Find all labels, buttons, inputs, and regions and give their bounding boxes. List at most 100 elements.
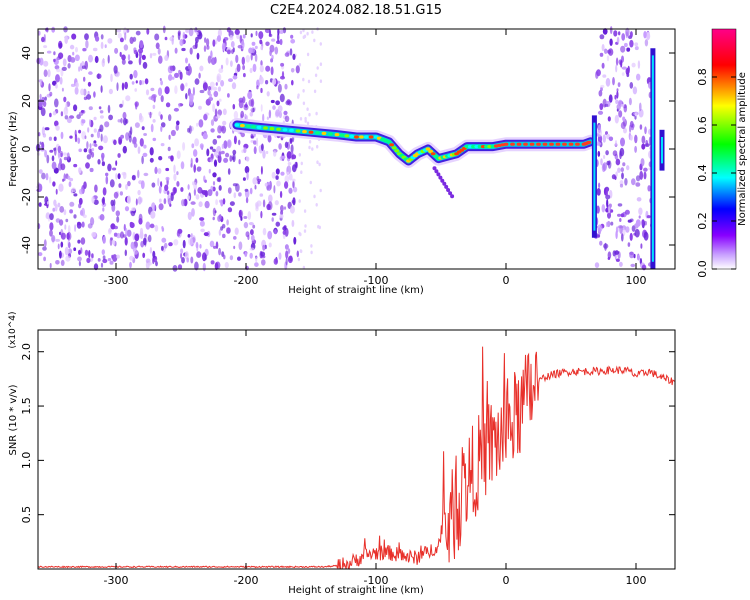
noise-mark bbox=[51, 161, 57, 170]
noise-mark bbox=[624, 42, 628, 48]
noise-mark bbox=[609, 26, 613, 35]
noise-mark bbox=[640, 158, 645, 167]
noise-mark bbox=[113, 139, 117, 146]
noise-mark bbox=[60, 259, 65, 266]
noise-mark bbox=[212, 103, 216, 112]
noise-mark bbox=[41, 172, 46, 180]
noise-mark bbox=[213, 90, 219, 98]
noise-mark bbox=[84, 33, 89, 41]
noise-mark bbox=[216, 75, 220, 83]
noise-mark bbox=[620, 60, 623, 68]
noise-mark bbox=[280, 75, 285, 80]
noise-mark bbox=[206, 38, 210, 47]
noise-mark bbox=[164, 86, 170, 95]
noise-mark bbox=[284, 244, 289, 250]
snr-panel: -300 -200 -100 0 100 0.5 1.0 1.5 2.0 Height of … bbox=[8, 311, 676, 596]
noise-mark bbox=[88, 71, 93, 75]
y-tick-label: 0 bbox=[20, 146, 33, 153]
noise-mark bbox=[105, 175, 109, 185]
noise-mark bbox=[113, 232, 118, 237]
noise-mark bbox=[288, 187, 293, 194]
noise-mark bbox=[262, 113, 265, 123]
noise-mark bbox=[243, 104, 249, 111]
noise-mark bbox=[306, 107, 309, 111]
noise-mark bbox=[177, 264, 183, 270]
noise-mark bbox=[187, 211, 192, 221]
noise-mark bbox=[199, 166, 202, 171]
noise-mark bbox=[187, 195, 191, 200]
noise-mark bbox=[112, 254, 118, 262]
noise-mark bbox=[238, 139, 241, 146]
noise-mark bbox=[207, 189, 213, 197]
noise-mark bbox=[49, 263, 52, 269]
noise-mark bbox=[117, 32, 122, 39]
noise-mark bbox=[125, 95, 131, 102]
noise-mark bbox=[279, 30, 284, 34]
noise-mark bbox=[80, 88, 85, 96]
signal-core bbox=[430, 152, 436, 156]
noise-mark bbox=[273, 258, 278, 265]
noise-mark bbox=[102, 135, 108, 144]
noise-mark bbox=[212, 181, 216, 186]
noise-mark bbox=[225, 57, 229, 66]
noise-mark bbox=[636, 197, 642, 202]
noise-mark bbox=[170, 193, 174, 202]
noise-mark bbox=[226, 49, 231, 55]
noise-mark bbox=[69, 177, 74, 182]
noise-mark bbox=[130, 241, 135, 250]
snr-x-ticks: -300 -200 -100 0 100 bbox=[104, 330, 647, 587]
noise-mark bbox=[616, 36, 620, 44]
noise-mark bbox=[618, 225, 623, 229]
noise-mark bbox=[244, 188, 249, 192]
noise-mark bbox=[238, 159, 241, 165]
noise-mark bbox=[149, 247, 153, 254]
noise-mark bbox=[255, 256, 258, 263]
noise-mark bbox=[43, 256, 46, 262]
noise-mark bbox=[101, 58, 106, 68]
noise-mark bbox=[150, 87, 155, 92]
noise-mark bbox=[89, 148, 93, 156]
signal-core bbox=[295, 129, 301, 133]
noise-mark bbox=[597, 124, 602, 134]
noise-mark bbox=[284, 141, 289, 148]
noise-mark bbox=[243, 147, 247, 154]
noise-mark bbox=[202, 82, 208, 91]
noise-mark bbox=[116, 254, 120, 259]
noise-mark bbox=[127, 54, 131, 61]
noise-mark bbox=[289, 137, 293, 143]
noise-mark bbox=[60, 111, 64, 117]
y-tick-label: 20 bbox=[20, 94, 33, 108]
noise-mark bbox=[104, 121, 110, 128]
noise-mark bbox=[299, 30, 303, 35]
noise-mark bbox=[315, 203, 318, 207]
noise-mark bbox=[62, 152, 68, 156]
signal-tail bbox=[446, 188, 451, 192]
noise-mark bbox=[115, 73, 120, 78]
noise-mark bbox=[260, 45, 263, 51]
noise-mark bbox=[143, 144, 147, 149]
noise-mark bbox=[39, 93, 42, 100]
noise-mark bbox=[124, 237, 128, 246]
noise-mark bbox=[243, 221, 249, 229]
noise-mark bbox=[199, 220, 205, 227]
noise-mark bbox=[627, 219, 632, 223]
noise-mark bbox=[622, 162, 626, 167]
noise-mark bbox=[91, 253, 94, 259]
noise-mark bbox=[311, 30, 314, 34]
noise-mark bbox=[226, 227, 231, 234]
noise-mark bbox=[615, 158, 621, 166]
noise-mark bbox=[176, 120, 180, 126]
noise-mark bbox=[596, 69, 601, 77]
noise-mark bbox=[604, 48, 608, 54]
noise-mark bbox=[255, 205, 259, 212]
noise-mark bbox=[265, 80, 269, 85]
noise-mark bbox=[240, 110, 245, 118]
noise-mark bbox=[78, 249, 81, 255]
noise-mark bbox=[83, 76, 86, 82]
noise-mark bbox=[227, 207, 233, 213]
noise-mark bbox=[319, 79, 323, 83]
noise-mark bbox=[264, 28, 271, 34]
noise-mark bbox=[160, 143, 165, 147]
noise-mark bbox=[201, 190, 207, 195]
noise-mark bbox=[226, 27, 231, 33]
